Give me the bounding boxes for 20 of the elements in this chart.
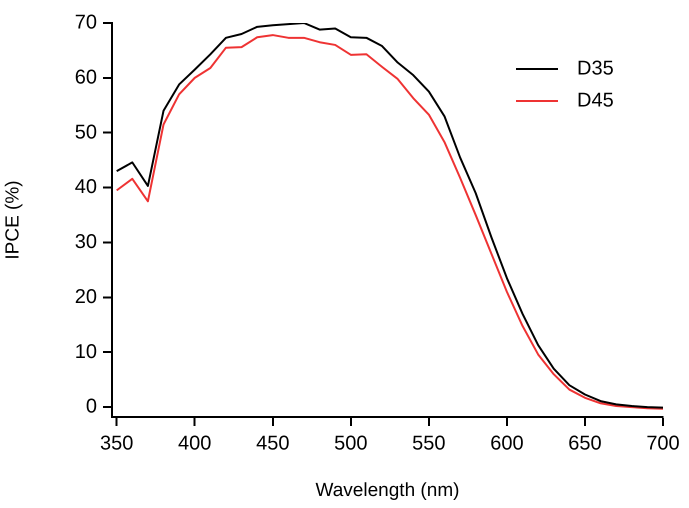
x-tick-label: 550 bbox=[412, 432, 446, 455]
y-tick-label: 50 bbox=[74, 121, 97, 144]
legend-label: D35 bbox=[577, 58, 614, 80]
x-tick-label: 400 bbox=[178, 432, 212, 455]
y-tick-label: 70 bbox=[74, 12, 97, 34]
y-tick-label: 20 bbox=[74, 286, 97, 308]
legend-label: D45 bbox=[577, 90, 614, 112]
x-tick-label: 500 bbox=[334, 432, 368, 455]
x-tick-label: 350 bbox=[100, 432, 134, 455]
y-axis-title: IPCE (%) bbox=[2, 180, 24, 260]
x-tick-label: 450 bbox=[256, 432, 290, 455]
y-tick-label: 10 bbox=[74, 340, 97, 363]
y-tick-label: 60 bbox=[74, 66, 97, 88]
x-tick-label: 650 bbox=[568, 432, 602, 455]
x-tick-label: 700 bbox=[646, 432, 680, 455]
y-tick-label: 30 bbox=[74, 231, 97, 254]
y-tick-label: 0 bbox=[86, 396, 97, 418]
x-axis-title: Wavelength (nm) bbox=[316, 480, 460, 501]
y-tick-label: 40 bbox=[74, 176, 97, 198]
x-tick-label: 600 bbox=[490, 432, 524, 455]
